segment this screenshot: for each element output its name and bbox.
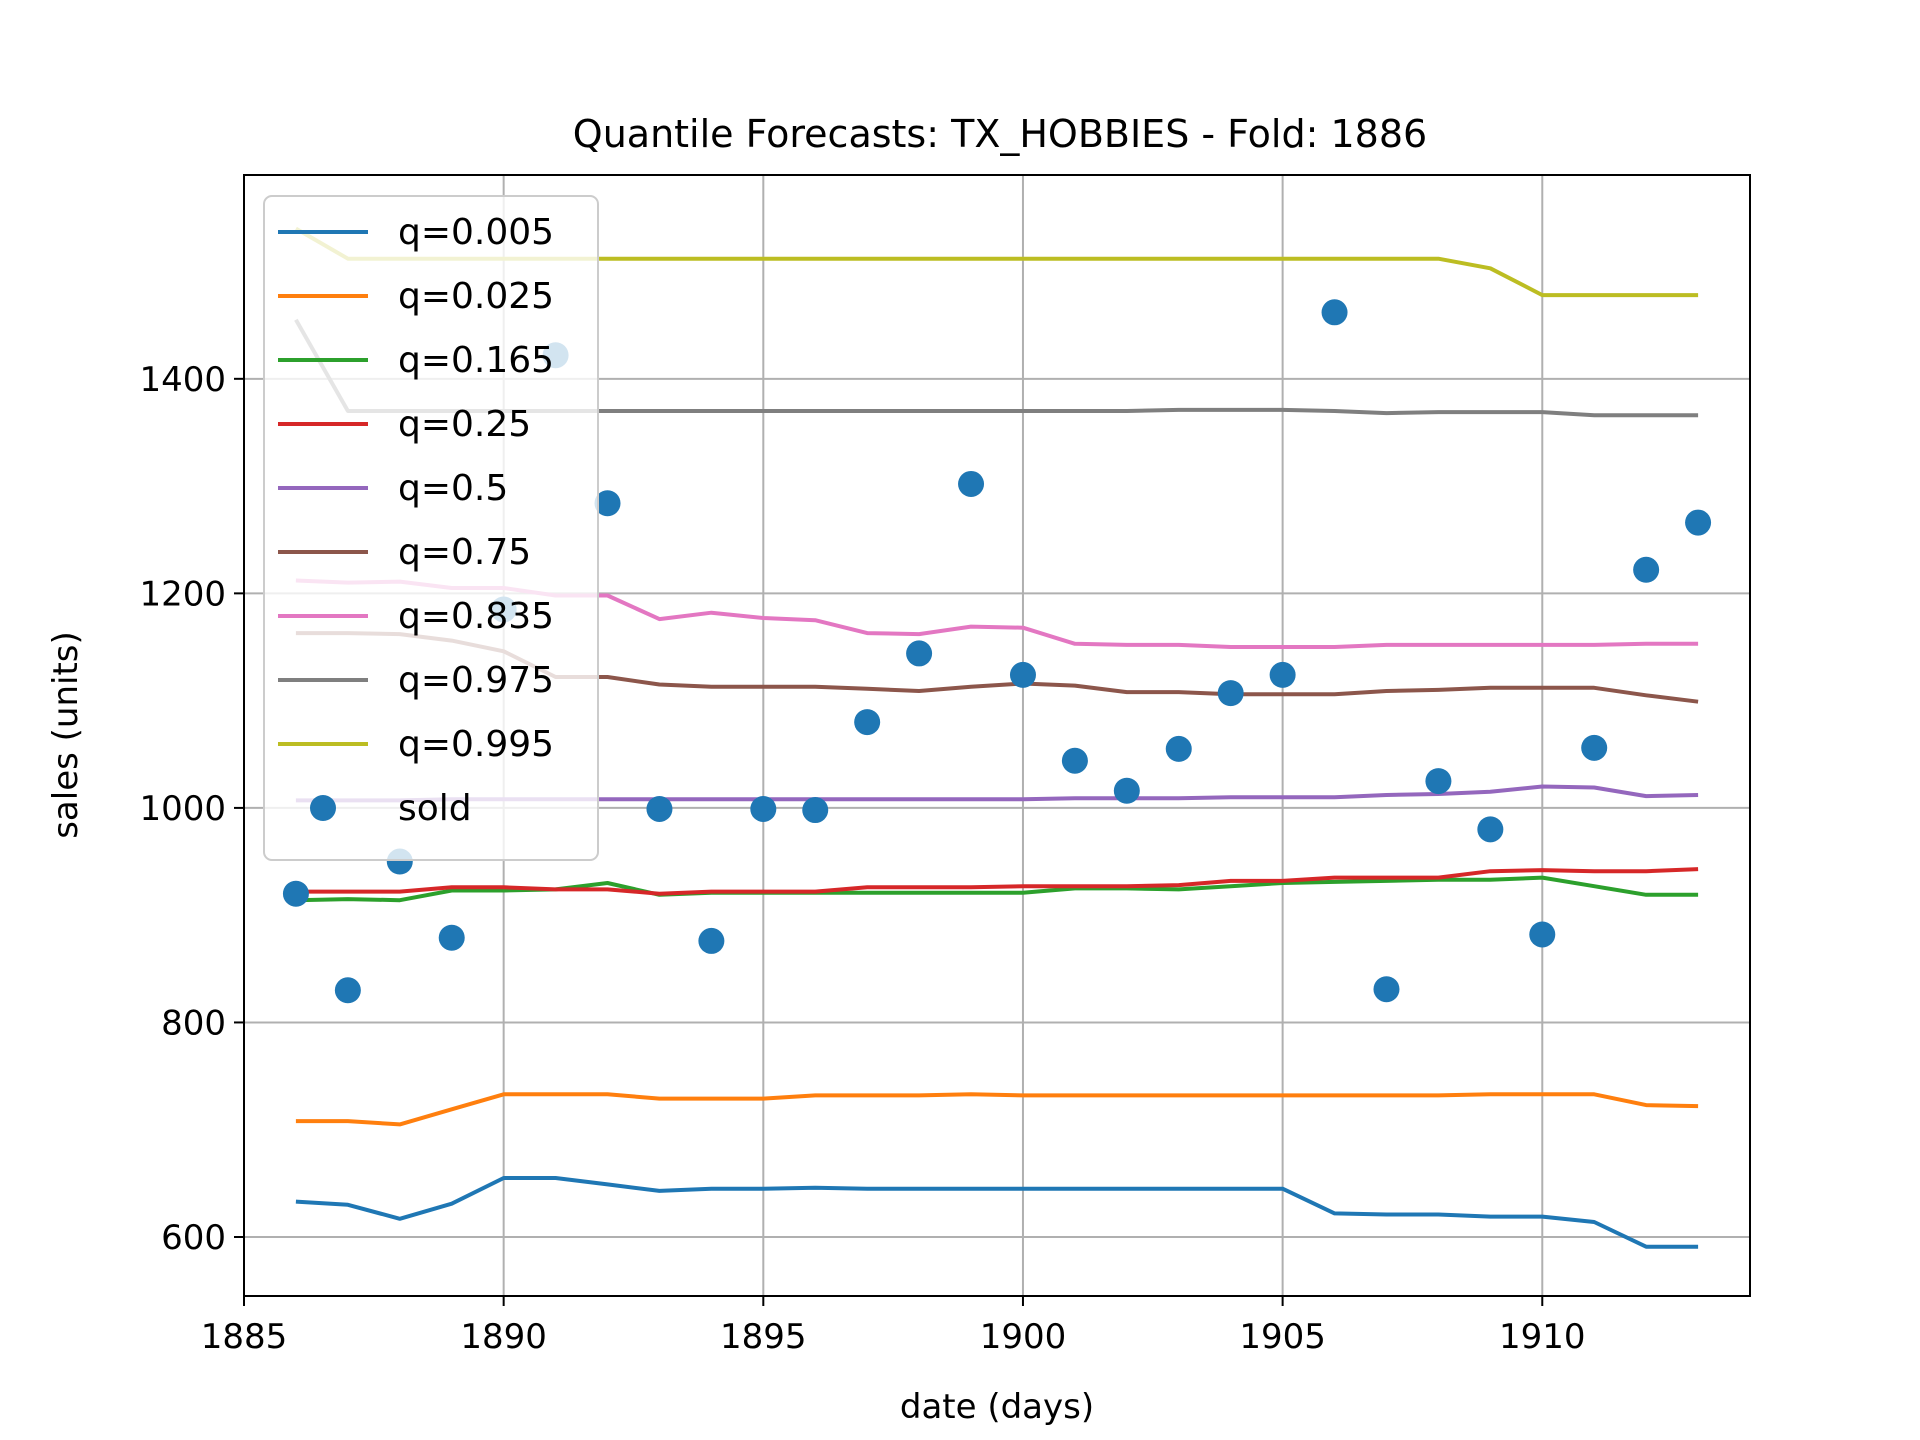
- legend-label: sold: [398, 788, 472, 829]
- legend-label: q=0.835: [398, 596, 554, 637]
- legend-label: q=0.75: [398, 532, 531, 573]
- sold-point: [698, 927, 725, 954]
- sold-point: [1269, 661, 1296, 688]
- series-line-q=0.005: [295, 1176, 1699, 1249]
- series-line-q=0.25: [295, 867, 1699, 896]
- sold-point: [1009, 661, 1036, 688]
- y-tick-label: 600: [161, 1218, 226, 1258]
- legend-label: q=0.025: [398, 276, 554, 317]
- x-tick-label: 1905: [1239, 1317, 1326, 1357]
- legend-label: q=0.25: [398, 404, 531, 445]
- sold-point: [1373, 976, 1400, 1003]
- sold-point: [750, 795, 777, 822]
- y-tick-label: 1200: [139, 574, 226, 614]
- sold-point: [334, 977, 361, 1004]
- series-line-q=0.025: [295, 1092, 1699, 1127]
- legend-label: q=0.165: [398, 340, 554, 381]
- sold-point: [438, 924, 465, 951]
- x-tick-label: 1900: [980, 1317, 1067, 1357]
- y-axis-label: sales (units): [46, 631, 86, 839]
- sold-point: [906, 640, 933, 667]
- sold-point: [594, 490, 621, 517]
- legend-label: q=0.005: [398, 212, 554, 253]
- y-tick-label: 1400: [139, 360, 226, 400]
- sold-point: [958, 470, 985, 497]
- legend-label: q=0.975: [398, 660, 554, 701]
- x-ticks: 1885 1890 1895 1900 1905 1910: [201, 1296, 1586, 1357]
- x-axis-label: date (days): [900, 1387, 1094, 1427]
- sold-point: [1425, 768, 1452, 795]
- y-ticks: 600 800 1000 1200 1400: [139, 360, 244, 1258]
- x-tick-label: 1910: [1499, 1317, 1586, 1357]
- sold-point: [282, 880, 309, 907]
- legend-label: q=0.5: [398, 468, 508, 509]
- sold-point: [1113, 777, 1140, 804]
- sold-point: [1321, 299, 1348, 326]
- sold-point: [1633, 556, 1660, 583]
- plot-frame: [243, 174, 1751, 1297]
- sold-point: [1685, 509, 1712, 536]
- sold-point: [1061, 747, 1088, 774]
- sold-point: [1581, 734, 1608, 761]
- sold-point: [1165, 735, 1192, 762]
- legend: q=0.005 q=0.025 q=0.165 q=0.25 q=0.5 q=0.75 q=…: [263, 195, 599, 861]
- legend-swatch: [310, 795, 336, 821]
- sold-point: [1217, 680, 1244, 707]
- sold-point: [1477, 816, 1504, 843]
- legend-label: q=0.995: [398, 724, 554, 765]
- sold-point: [802, 797, 829, 824]
- x-tick-label: 1890: [460, 1317, 547, 1357]
- x-tick-label: 1885: [201, 1317, 288, 1357]
- sold-point: [646, 795, 673, 822]
- sold-point: [854, 709, 881, 736]
- sold-point: [1529, 921, 1556, 948]
- x-tick-label: 1895: [720, 1317, 807, 1357]
- chart-title: Quantile Forecasts: TX_HOBBIES - Fold: 1…: [573, 112, 1427, 156]
- y-tick-label: 800: [161, 1003, 226, 1043]
- y-tick-label: 1000: [139, 789, 226, 829]
